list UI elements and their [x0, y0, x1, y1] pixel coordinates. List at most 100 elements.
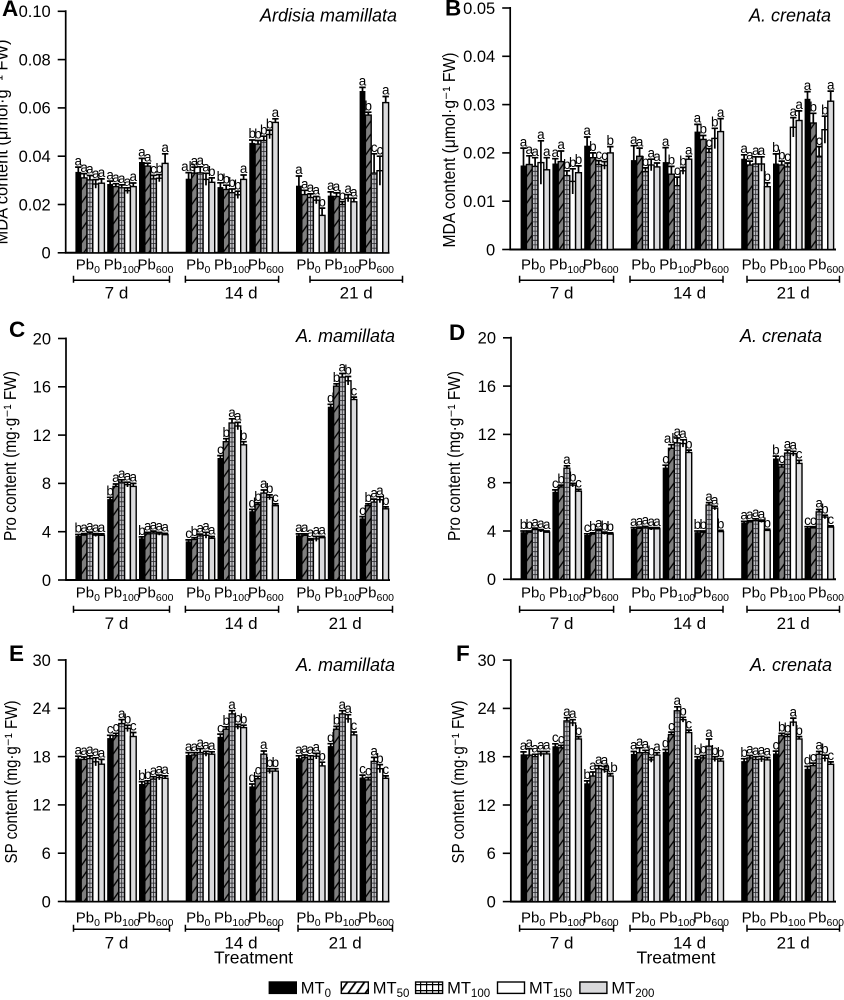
svg-text:a: a — [647, 514, 655, 529]
svg-text:a: a — [642, 513, 650, 528]
svg-text:a: a — [80, 520, 88, 535]
svg-text:0.04: 0.04 — [19, 148, 51, 166]
svg-text:Pb0: Pb0 — [742, 910, 766, 929]
svg-text:a: a — [161, 762, 169, 777]
svg-text:a: a — [531, 144, 539, 159]
svg-text:a: a — [202, 519, 210, 534]
svg-text:b: b — [138, 768, 146, 783]
svg-text:a: a — [673, 693, 681, 708]
svg-text:SP content (mg·g⁻¹ FW): SP content (mg·g⁻¹ FW) — [1, 701, 21, 864]
svg-text:a: a — [790, 104, 798, 119]
svg-text:b: b — [784, 720, 792, 735]
svg-text:b: b — [772, 442, 780, 457]
svg-text:b: b — [717, 517, 725, 532]
svg-text:a: a — [156, 519, 164, 534]
svg-text:7 d: 7 d — [105, 934, 129, 953]
svg-text:d: d — [662, 736, 670, 751]
svg-text:c: c — [668, 718, 675, 733]
svg-text:18: 18 — [32, 748, 50, 766]
svg-text:b: b — [254, 127, 262, 142]
svg-text:c: c — [185, 526, 192, 541]
svg-text:a: a — [86, 162, 94, 177]
svg-text:16: 16 — [478, 378, 496, 396]
svg-text:b: b — [339, 188, 347, 203]
svg-text:a: a — [795, 97, 803, 112]
svg-text:a: a — [301, 177, 309, 192]
svg-text:a: a — [815, 738, 823, 753]
svg-text:a: a — [196, 735, 204, 750]
svg-text:16: 16 — [33, 379, 51, 397]
svg-text:6: 6 — [42, 845, 51, 863]
svg-text:c: c — [272, 490, 279, 505]
svg-text:a: a — [98, 746, 106, 761]
svg-text:b: b — [575, 152, 583, 167]
svg-text:a: a — [653, 739, 661, 754]
svg-text:7 d: 7 d — [105, 284, 129, 303]
svg-text:b: b — [333, 370, 341, 385]
svg-text:a: a — [563, 452, 571, 467]
svg-text:0.01: 0.01 — [463, 193, 495, 211]
svg-text:Pb0: Pb0 — [186, 257, 210, 276]
svg-text:Pb0: Pb0 — [186, 585, 210, 604]
svg-text:14 d: 14 d — [673, 284, 706, 303]
svg-text:a: a — [86, 518, 94, 533]
svg-text:a: a — [543, 738, 551, 753]
svg-text:b: b — [569, 470, 577, 485]
svg-text:a: a — [537, 127, 545, 142]
svg-text:a: a — [673, 424, 681, 439]
svg-text:b: b — [156, 161, 164, 176]
svg-text:ab: ab — [664, 431, 679, 446]
svg-text:a: a — [711, 492, 719, 507]
svg-text:D: D — [449, 320, 465, 345]
svg-text:a: a — [228, 697, 236, 712]
svg-text:d: d — [327, 391, 335, 406]
svg-text:a: a — [307, 742, 315, 757]
svg-text:b: b — [647, 744, 655, 759]
svg-text:21 d: 21 d — [777, 284, 810, 303]
svg-text:c: c — [706, 135, 713, 150]
svg-text:d: d — [327, 730, 335, 745]
svg-text:a: a — [537, 516, 545, 531]
svg-text:a: a — [376, 483, 384, 498]
svg-text:Pb0: Pb0 — [296, 585, 320, 604]
svg-text:F: F — [456, 641, 470, 666]
svg-text:a: a — [526, 142, 534, 157]
svg-text:b: b — [266, 116, 274, 131]
svg-text:0.02: 0.02 — [19, 196, 51, 214]
svg-text:12: 12 — [477, 797, 495, 815]
svg-text:a: a — [752, 505, 760, 520]
svg-text:b: b — [222, 425, 230, 440]
svg-text:MDA content (μmol·g⁻¹ FW): MDA content (μmol·g⁻¹ FW) — [439, 53, 459, 248]
svg-text:21 d: 21 d — [340, 284, 373, 303]
svg-text:A. mamillata: A. mamillata — [295, 655, 395, 675]
svg-text:a: a — [552, 145, 560, 160]
svg-text:SP content (mg·g⁻¹ FW): SP content (mg·g⁻¹ FW) — [448, 701, 468, 864]
svg-text:a: a — [228, 405, 236, 420]
svg-text:14 d: 14 d — [224, 284, 257, 303]
svg-text:b: b — [234, 177, 242, 192]
svg-text:7 d: 7 d — [550, 284, 574, 303]
svg-text:21 d: 21 d — [329, 934, 362, 953]
svg-text:a: a — [705, 489, 713, 504]
svg-text:a: a — [636, 134, 644, 149]
svg-text:b: b — [376, 751, 384, 766]
svg-text:b: b — [222, 171, 230, 186]
svg-text:c: c — [601, 148, 608, 163]
svg-text:c: c — [217, 442, 224, 457]
svg-text:b: b — [240, 428, 248, 443]
svg-text:a: a — [307, 180, 315, 195]
svg-text:b: b — [694, 517, 702, 532]
svg-text:c: c — [351, 383, 358, 398]
svg-text:a: a — [295, 742, 303, 757]
svg-text:b: b — [795, 723, 803, 738]
svg-text:b: b — [266, 481, 274, 496]
svg-text:b: b — [575, 723, 583, 738]
svg-text:c: c — [810, 749, 817, 764]
svg-text:a: a — [653, 514, 661, 529]
svg-text:c: c — [558, 732, 565, 747]
svg-text:b: b — [589, 519, 597, 534]
svg-text:b: b — [557, 471, 565, 486]
svg-text:c: c — [796, 447, 803, 462]
svg-text:a: a — [130, 470, 138, 485]
svg-text:Pb0: Pb0 — [631, 585, 655, 604]
